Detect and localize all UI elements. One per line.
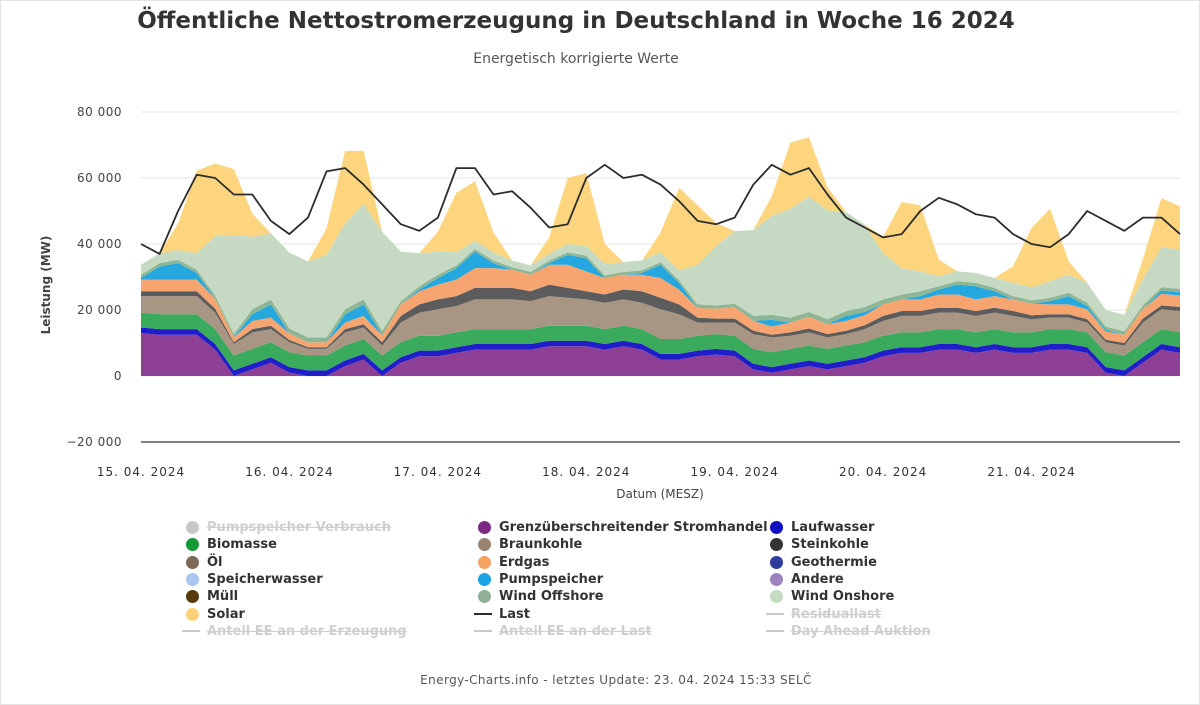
x-tick-label: 21. 04. 2024 <box>987 465 1075 479</box>
legend-dot-icon <box>186 607 199 621</box>
legend-label: Müll <box>207 589 239 605</box>
legend-item[interactable]: Wind Onshore <box>764 589 894 604</box>
legend-line-icon <box>182 630 200 633</box>
legend-item[interactable]: Speicherwasser <box>180 572 323 587</box>
legend-label: Grenzüberschreitender Stromhandel <box>499 520 768 535</box>
legend-item[interactable]: Wind Offshore <box>472 589 604 604</box>
y-tick-label: 60 000 <box>77 171 122 185</box>
x-tick-label: 19. 04. 2024 <box>691 465 779 479</box>
legend-label: Pumpspeicher Verbrauch <box>207 520 391 535</box>
area-biomasse[interactable] <box>141 312 1180 371</box>
area-solar[interactable] <box>141 137 1180 315</box>
legend-label: Residuallast <box>791 606 881 622</box>
legend-item[interactable]: Geothermie <box>764 555 877 570</box>
area-laufwasser[interactable] <box>141 327 1180 377</box>
legend-item[interactable]: Braunkohle <box>472 537 582 552</box>
legend-item[interactable]: Biomasse <box>180 537 277 552</box>
area-pumpspeicher[interactable] <box>141 251 1180 343</box>
legend-item[interactable]: Residuallast <box>764 607 881 622</box>
x-tick-label: 15. 04. 2024 <box>97 465 185 479</box>
legend-item[interactable]: Öl <box>180 555 223 570</box>
area-braunkohle[interactable] <box>141 296 1180 356</box>
series-line-last[interactable] <box>140 163 1181 255</box>
legend-label: Braunkohle <box>499 537 583 553</box>
legend-dot-icon <box>186 572 199 586</box>
area-grenzüberschreitender-stromhandel[interactable] <box>141 333 1180 376</box>
legend-label: Last <box>499 606 531 622</box>
legend-item[interactable]: Laufwasser <box>764 520 874 535</box>
legend-dot-icon <box>770 555 783 569</box>
legend-item[interactable]: Grenzüberschreitender Stromhandel <box>472 520 768 535</box>
legend-label: Öl <box>207 554 223 570</box>
legend-label: Solar <box>207 606 245 622</box>
legend-dot-icon <box>478 521 491 534</box>
legend-dot-icon <box>478 538 491 552</box>
legend-item[interactable]: Andere <box>764 572 844 587</box>
legend-item[interactable]: Anteil EE an der Last <box>472 624 652 639</box>
legend-label: Andere <box>791 571 844 587</box>
legend-label: Wind Onshore <box>791 589 895 605</box>
legend-label: Biomasse <box>207 537 277 553</box>
legend-label: Anteil EE an der Last <box>499 623 652 639</box>
legend-dot-icon <box>478 572 491 586</box>
legend-item[interactable]: Erdgas <box>472 555 549 570</box>
stacked-areas[interactable] <box>141 137 1180 376</box>
legend-line-icon <box>766 613 784 615</box>
legend-label: Day Ahead Auktion <box>791 623 931 639</box>
legend-line-icon <box>766 630 784 633</box>
x-tick-label: 20. 04. 2024 <box>839 465 927 479</box>
legend-item[interactable]: Solar <box>180 607 245 622</box>
legend-label: Laufwasser <box>791 520 875 535</box>
y-axis-ticks: −20 000 0 20 000 40 000 60 000 80 000 <box>66 105 122 449</box>
legend-item[interactable]: Müll <box>180 589 238 604</box>
y-tick-label: 40 000 <box>77 237 122 251</box>
legend-dot-icon <box>770 590 783 604</box>
legend-item[interactable]: Pumpspeicher Verbrauch <box>180 520 391 535</box>
legend-label: Speicherwasser <box>207 571 323 587</box>
legend-line-icon <box>474 613 492 615</box>
y-tick-label: 0 <box>114 369 122 383</box>
x-axis-title: Datum (MESZ) <box>616 487 704 501</box>
legend-label: Erdgas <box>499 554 550 570</box>
area-wind-onshore[interactable] <box>141 196 1180 338</box>
legend-item[interactable]: Last <box>472 607 530 622</box>
legend-line-icon <box>474 630 492 633</box>
legend-dot-icon <box>478 590 491 604</box>
legend-label: Steinkohle <box>791 537 869 553</box>
x-tick-label: 16. 04. 2024 <box>245 465 333 479</box>
legend-dot-icon <box>770 521 783 534</box>
legend-dot-icon <box>186 590 199 604</box>
legend-dot-icon <box>770 572 783 586</box>
legend-dot-icon <box>478 555 491 569</box>
x-tick-label: 17. 04. 2024 <box>394 465 482 479</box>
footer-update-note: Energy-Charts.info - letztes Update: 23.… <box>420 673 812 687</box>
chart-legend[interactable]: Pumpspeicher Verbrauch Grenzüberschreiten… <box>180 520 940 645</box>
legend-label: Geothermie <box>791 554 877 570</box>
legend-item[interactable]: Anteil EE an der Erzeugung <box>180 624 407 639</box>
legend-item[interactable]: Pumpspeicher <box>472 572 603 587</box>
legend-dot-icon <box>186 538 199 552</box>
legend-dot-icon <box>186 555 199 569</box>
legend-item[interactable]: Steinkohle <box>764 537 869 552</box>
x-tick-label: 18. 04. 2024 <box>542 465 630 479</box>
y-tick-label: 80 000 <box>77 105 122 119</box>
legend-item[interactable]: Day Ahead Auktion <box>764 624 931 639</box>
y-tick-label: 20 000 <box>77 303 122 317</box>
y-tick-label: −20 000 <box>66 435 122 449</box>
legend-label: Pumpspeicher <box>499 571 604 587</box>
legend-label: Anteil EE an der Erzeugung <box>207 623 407 639</box>
legend-dot-icon <box>770 538 783 552</box>
legend-dot-icon <box>186 521 199 534</box>
chart-subtitle: Energetisch korrigierte Werte <box>473 51 679 67</box>
chart-title: Öffentliche Nettostromerzeugung in Deuts… <box>137 8 1015 34</box>
load-line[interactable] <box>140 163 1181 255</box>
area-erdgas[interactable] <box>141 264 1180 348</box>
legend-label: Wind Offshore <box>499 589 604 605</box>
x-axis-ticks: 15. 04. 2024 16. 04. 2024 17. 04. 2024 18. … <box>97 465 1075 479</box>
